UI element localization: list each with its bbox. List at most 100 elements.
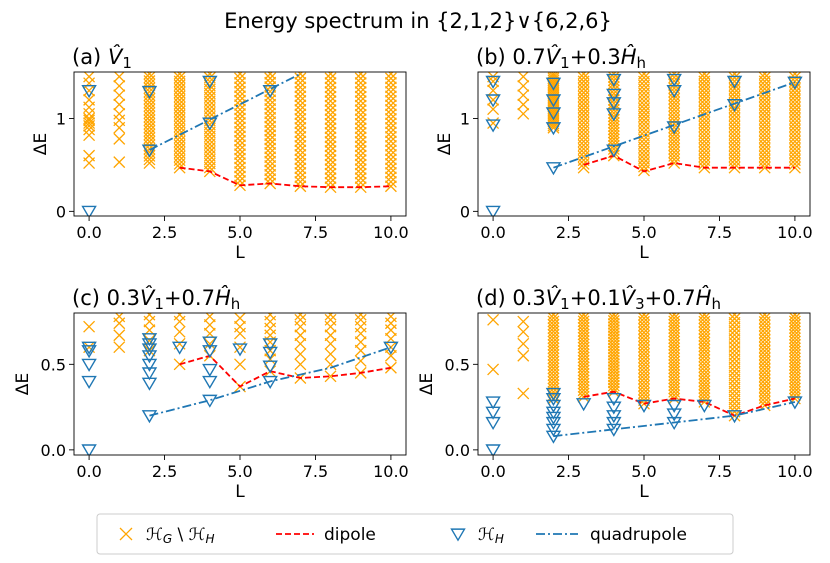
hg-minus-hh-point	[354, 172, 367, 185]
hg-minus-hh-point	[83, 93, 96, 106]
hg-minus-hh-point	[354, 131, 367, 144]
hg-minus-hh-point	[354, 336, 367, 349]
hg-minus-hh-point	[607, 72, 620, 84]
hh-point	[485, 396, 501, 410]
hh-point	[726, 410, 743, 424]
hg-minus-hh-point	[487, 103, 500, 116]
hg-minus-hh-point	[354, 117, 367, 130]
hh-point	[141, 358, 158, 372]
hg-minus-hh-point	[324, 90, 337, 103]
hg-minus-hh-point	[203, 313, 216, 323]
hg-minus-hh-point	[294, 313, 307, 326]
hg-minus-hh-point	[607, 342, 620, 355]
hg-minus-hh-point	[234, 81, 246, 94]
hh-points	[81, 75, 278, 216]
hg-minus-hh-point	[234, 130, 246, 143]
hh-point	[606, 423, 622, 437]
hg-minus-hh-point	[234, 121, 246, 134]
orange-points	[83, 72, 397, 194]
legend-label-hh: ℋH	[478, 525, 504, 546]
hg-minus-hh-point	[607, 382, 620, 395]
panel-title: (a) V̂1	[72, 44, 132, 72]
hg-minus-hh-point	[173, 358, 186, 371]
hg-minus-hh-point	[607, 313, 620, 324]
hg-minus-hh-point	[577, 72, 590, 84]
hg-minus-hh-point	[294, 337, 307, 350]
quadrupole-line	[553, 401, 796, 438]
hg-minus-hh-point	[83, 320, 96, 333]
hg-minus-hh-point	[234, 134, 246, 147]
hh-point	[171, 341, 188, 355]
hg-minus-hh-point	[234, 313, 246, 325]
hg-minus-hh-point	[83, 114, 96, 127]
hh-point	[666, 416, 682, 431]
x-tick-label: 0.0	[76, 462, 101, 481]
hg-minus-hh-point	[517, 325, 530, 338]
hg-minus-hh-point	[354, 344, 367, 357]
hg-minus-hh-point	[113, 98, 126, 111]
hg-minus-hh-point	[324, 140, 337, 153]
hg-minus-hh-point	[324, 72, 337, 80]
hg-minus-hh-point	[324, 72, 337, 85]
hg-minus-hh-point	[728, 72, 741, 80]
hg-minus-hh-point	[788, 313, 801, 325]
hh-point	[262, 338, 278, 352]
x-tick-label: 2.5	[152, 462, 177, 481]
hg-minus-hh-point	[173, 72, 186, 84]
hg-minus-hh-point	[384, 171, 397, 184]
hg-minus-hh-point	[113, 341, 126, 354]
hg-minus-hh-point	[517, 89, 530, 102]
hg-minus-hh-point	[234, 85, 246, 98]
hg-minus-hh-point	[264, 124, 277, 137]
hg-minus-hh-point	[354, 158, 367, 171]
hg-minus-hh-point	[234, 72, 246, 85]
hh-point	[485, 94, 501, 108]
hh-point	[485, 205, 501, 216]
hh-point	[666, 121, 682, 135]
hg-minus-hh-point	[758, 313, 771, 321]
hg-minus-hh-point	[203, 319, 216, 331]
panel-title: (b) 0.7V̂1+0.3Ĥh	[476, 44, 646, 72]
hh-point	[666, 399, 682, 413]
hg-minus-hh-point	[354, 122, 367, 135]
hg-minus-hh-point	[487, 93, 500, 106]
hg-minus-hh-point	[354, 135, 367, 148]
hg-minus-hh-point	[517, 387, 530, 400]
hh-point	[575, 398, 592, 412]
panel-c: 0.0 2.5 5.0 7.5 10.0 0.0 0.5 L ΔE (c) 0.3V̂1+0.7H…	[13, 285, 409, 502]
hg-minus-hh-point	[294, 166, 307, 179]
hg-minus-hh-point	[264, 155, 277, 168]
hg-minus-hh-point	[607, 330, 620, 343]
hh-point	[545, 77, 562, 91]
hg-minus-hh-point	[173, 313, 186, 321]
hh-point	[202, 117, 218, 131]
hg-minus-hh-point	[294, 94, 307, 107]
hg-minus-hh-point	[354, 104, 367, 117]
hh-point	[202, 345, 218, 359]
hg-minus-hh-point	[384, 349, 397, 362]
hh-point	[545, 392, 562, 407]
hg-minus-hh-point	[294, 90, 307, 103]
hg-minus-hh-point	[143, 313, 156, 321]
hg-minus-hh-point	[83, 72, 96, 83]
hg-minus-hh-point	[354, 126, 367, 139]
hh-point	[202, 336, 218, 350]
hg-minus-hh-point	[324, 131, 337, 144]
hg-minus-hh-point	[234, 170, 246, 183]
hg-minus-hh-point	[517, 337, 530, 350]
hh-point	[81, 358, 97, 372]
hh-point	[383, 341, 399, 355]
figure-title: Energy spectrum in {2,1,2}∨{6,2,6}	[224, 9, 612, 33]
hg-minus-hh-point	[234, 76, 246, 89]
hg-minus-hh-point	[384, 85, 397, 98]
hg-minus-hh-point	[607, 321, 620, 333]
hg-minus-hh-point	[384, 175, 397, 188]
hh-point	[545, 387, 562, 401]
hg-minus-hh-point	[487, 363, 500, 376]
hg-minus-hh-point	[324, 313, 337, 326]
hg-minus-hh-point	[384, 99, 397, 112]
hg-minus-hh-point	[547, 313, 560, 325]
hg-minus-hh-point	[264, 120, 277, 133]
y-tick-label: 1	[460, 109, 470, 128]
